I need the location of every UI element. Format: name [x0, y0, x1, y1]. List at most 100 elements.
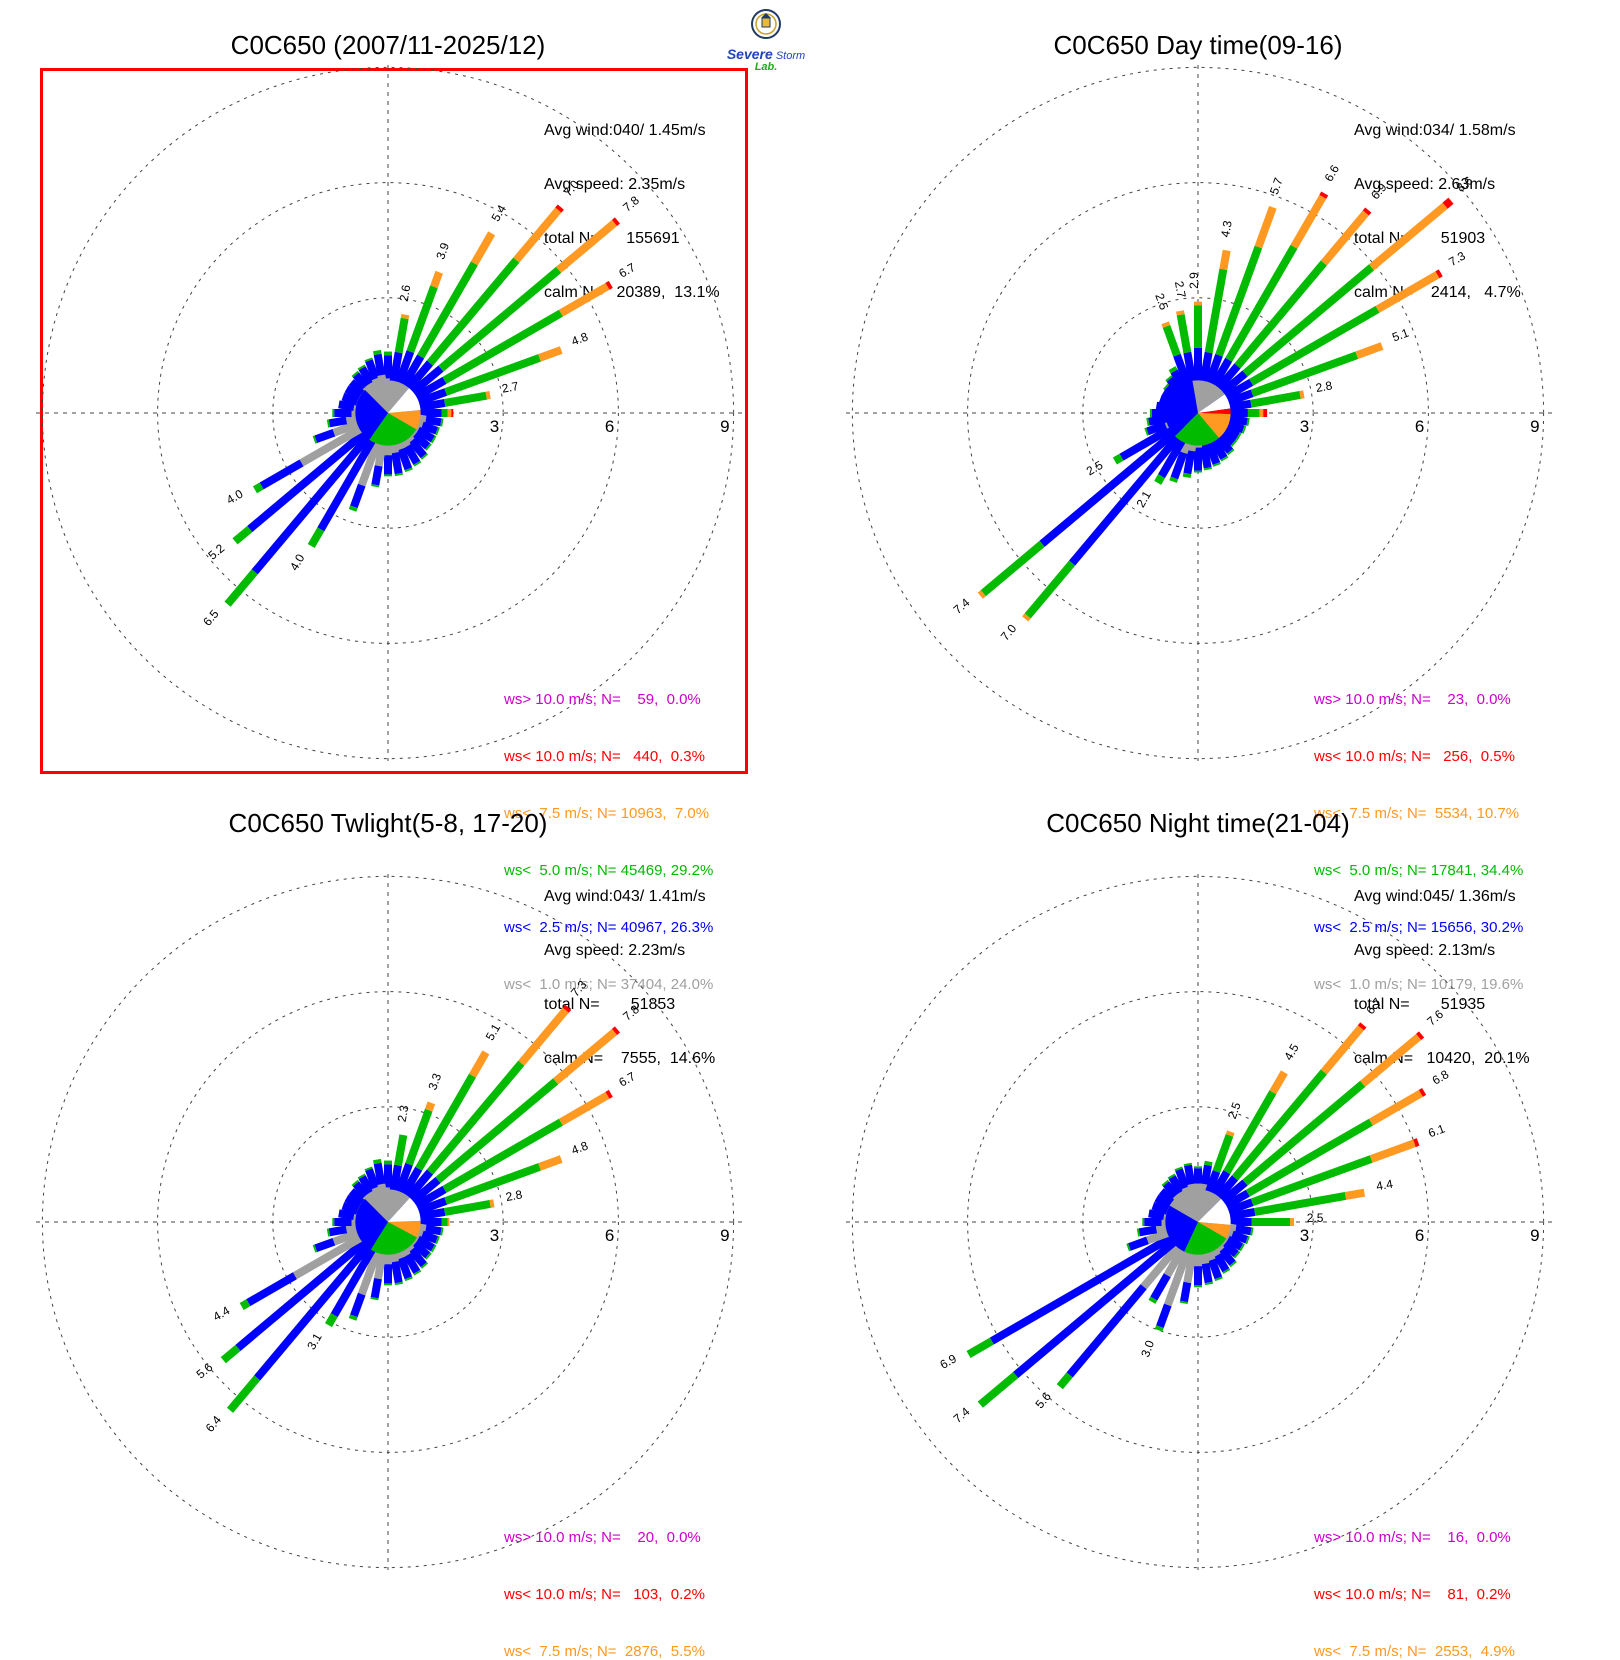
svg-text:2.7: 2.7 — [501, 379, 520, 396]
center-pie — [1165, 1189, 1231, 1255]
svg-text:6.5: 6.5 — [200, 607, 222, 629]
stat-calm-n: calm N= 10420, 20.1% — [1354, 1050, 1530, 1067]
panel-stats: Avg wind:043/ 1.41m/s Avg speed: 2.23m/s… — [544, 852, 715, 1104]
legend-item: ws< 2.5 m/s; N= 15656, 30.2% — [1314, 919, 1524, 936]
wind-rose-day-time: 2.94.35.76.66.9 8.67.35.12.82.17.07.42.52… — [846, 65, 1552, 761]
svg-text:8.6: 8.6 — [1454, 173, 1476, 195]
svg-text:3.9: 3.9 — [433, 241, 452, 262]
svg-text:3.0: 3.0 — [1138, 1338, 1157, 1359]
svg-text:6.6: 6.6 — [1322, 162, 1343, 184]
legend-item: ws< 5.0 m/s; N= 45469, 29.2% — [504, 862, 714, 879]
svg-text:4.0: 4.0 — [287, 551, 308, 573]
radius-tick-labels: 3 6 9 — [490, 417, 730, 436]
legend-item: ws> 10.0 m/s; N= 20, 0.0% — [504, 1529, 701, 1546]
svg-text:9: 9 — [1530, 417, 1539, 436]
stat-total-n: total N= 51935 — [1354, 996, 1486, 1013]
wind-rose-bars — [220, 1004, 621, 1413]
svg-text:5.6: 5.6 — [1032, 1389, 1054, 1411]
svg-text:9: 9 — [720, 1226, 729, 1245]
svg-text:4.5: 4.5 — [1281, 1041, 1302, 1063]
svg-text:2.8: 2.8 — [505, 1187, 524, 1204]
svg-text:7.6: 7.6 — [1424, 1007, 1446, 1029]
svg-text:5.7: 5.7 — [1267, 176, 1286, 197]
svg-text:5.1: 5.1 — [483, 1021, 504, 1043]
legend-item: ws< 7.5 m/s; N= 2876, 5.5% — [504, 1643, 705, 1660]
svg-text:5.6: 5.6 — [194, 1360, 216, 1382]
legend-item: ws< 10.0 m/s; N= 256, 0.5% — [1314, 748, 1515, 765]
legend-item: ws< 1.0 m/s; N= 37404, 24.0% — [504, 976, 714, 993]
panel-title: C0C650 Twlight(5-8, 17-20) — [228, 808, 548, 838]
center-pie — [355, 380, 421, 446]
legend-item: ws< 7.5 m/s; N= 2553, 4.9% — [1314, 1643, 1515, 1660]
svg-text:3: 3 — [490, 1226, 499, 1245]
svg-text:2.6: 2.6 — [397, 283, 414, 302]
svg-text:6: 6 — [1415, 1226, 1424, 1245]
svg-text:4.8: 4.8 — [569, 1138, 590, 1157]
svg-text:6: 6 — [605, 1226, 614, 1245]
svg-text:6: 6 — [1415, 417, 1424, 436]
svg-text:7.0: 7.0 — [561, 177, 583, 199]
legend-item: ws< 10.0 m/s; N= 81, 0.2% — [1314, 1586, 1511, 1603]
panel-title: C0C650 (2007/11-2025/12) — [230, 30, 546, 60]
stat-avg-wind: Avg wind:043/ 1.41m/s — [544, 888, 706, 905]
svg-text:7.4: 7.4 — [951, 595, 973, 617]
logo-word-storm: Storm — [775, 50, 806, 62]
svg-text:7.0: 7.0 — [998, 621, 1020, 643]
wind-speed-legend: ws> 10.0 m/s; N= 20, 0.0% ws< 10.0 m/s; … — [504, 1490, 713, 1660]
svg-text:2.5: 2.5 — [1152, 291, 1171, 312]
legend-item: ws< 10.0 m/s; N= 103, 0.2% — [504, 1586, 705, 1603]
wind-rose-all-period: 2.6 3.9 5.4 7.0 7.8 6.7 4.8 2.7 4.0 6.5 5.2 4.0 3 6 9 — [36, 65, 742, 761]
svg-text:4.8: 4.8 — [569, 329, 590, 348]
legend-item: ws< 10.0 m/s; N= 440, 0.3% — [504, 748, 705, 765]
panel-twilight: C0C650 Twlight(5-8, 17-20) Avg wind:043/… — [0, 806, 810, 1660]
svg-text:9: 9 — [1530, 1226, 1539, 1245]
svg-text:6.9: 6.9 — [938, 1351, 960, 1372]
svg-text:3.1: 3.1 — [304, 1330, 325, 1352]
svg-text:4.4: 4.4 — [1375, 1177, 1394, 1194]
svg-text:2.3: 2.3 — [395, 1104, 412, 1123]
stat-avg-wind: Avg wind:045/ 1.36m/s — [1354, 888, 1516, 905]
legend-item: ws< 2.5 m/s; N= 40967, 26.3% — [504, 919, 714, 936]
svg-text:6.7: 6.7 — [616, 260, 638, 281]
bar-value-labels: 2.3 3.3 5.1 7.3 7.8 6.7 4.8 2.8 3.1 6.4 5.6 4.4 — [194, 977, 643, 1434]
center-pie — [1165, 380, 1231, 446]
stat-avg-wind: Avg wind:040/ 1.45m/s — [544, 122, 706, 139]
svg-text:5.4: 5.4 — [489, 202, 510, 224]
svg-text:3: 3 — [1300, 1226, 1309, 1245]
lab-emblem-icon — [751, 9, 781, 39]
svg-text:2.5: 2.5 — [1084, 458, 1106, 479]
wind-speed-legend: ws> 10.0 m/s; N= 59, 0.0% ws< 10.0 m/s; … — [504, 652, 713, 1032]
panel-stats: Avg wind:045/ 1.36m/s Avg speed: 2.13m/s… — [1354, 852, 1530, 1104]
panel-day-time: C0C650 Day time(09-16) Avg wind:034/ 1.5… — [810, 0, 1620, 993]
svg-text:6.7: 6.7 — [616, 1069, 638, 1090]
svg-text:6: 6 — [605, 417, 614, 436]
svg-text:4.0: 4.0 — [224, 487, 246, 508]
svg-text:2.5: 2.5 — [1225, 1100, 1244, 1121]
wind-rose-bars — [224, 204, 621, 607]
stat-avg-speed: Avg speed: 2.63m/s — [1354, 176, 1496, 193]
stat-avg-wind: Avg wind:034/ 1.58m/s — [1354, 122, 1516, 139]
svg-text:2.5: 2.5 — [1307, 1211, 1324, 1225]
wind-rose-night-time: 2.5 4.5 6.7 7.6 6.8 6.1 4.4 2.5 3.0 5.6 7.4 6.9 3 6 9 — [846, 874, 1552, 1570]
legend-item: ws> 10.0 m/s; N= 23, 0.0% — [1314, 691, 1511, 708]
svg-text:6.4: 6.4 — [203, 1413, 225, 1435]
wind-speed-legend: ws> 10.0 m/s; N= 23, 0.0% ws< 10.0 m/s; … — [1314, 652, 1523, 1032]
legend-item: ws> 10.0 m/s; N= 16, 0.0% — [1314, 1529, 1511, 1546]
svg-text:9: 9 — [720, 417, 729, 436]
panel-title: C0C650 Day time(09-16) — [1053, 30, 1343, 60]
svg-text:2.9: 2.9 — [1187, 272, 1201, 289]
svg-text:3.3: 3.3 — [425, 1071, 444, 1092]
svg-text:7.8: 7.8 — [620, 1002, 642, 1024]
svg-text:3: 3 — [1300, 417, 1309, 436]
panel-night-time: C0C650 Night time(21-04) Avg wind:045/ 1… — [810, 806, 1620, 1660]
svg-text:5.2: 5.2 — [205, 541, 227, 563]
logo-word-severe: Severe — [726, 46, 773, 62]
stat-avg-speed: Avg speed: 2.23m/s — [544, 942, 686, 959]
svg-text:6.7: 6.7 — [1363, 995, 1385, 1017]
svg-text:7.8: 7.8 — [620, 193, 642, 215]
panel-all-period: C0C650 (2007/11-2025/12) Avg wind:040/ 1… — [0, 0, 810, 993]
legend-item: ws< 5.0 m/s; N= 17841, 34.4% — [1314, 862, 1524, 879]
radius-tick-labels: 3 6 9 — [1300, 1226, 1540, 1245]
severe-storm-lab-logo: Severe Storm Lab. — [722, 8, 810, 73]
